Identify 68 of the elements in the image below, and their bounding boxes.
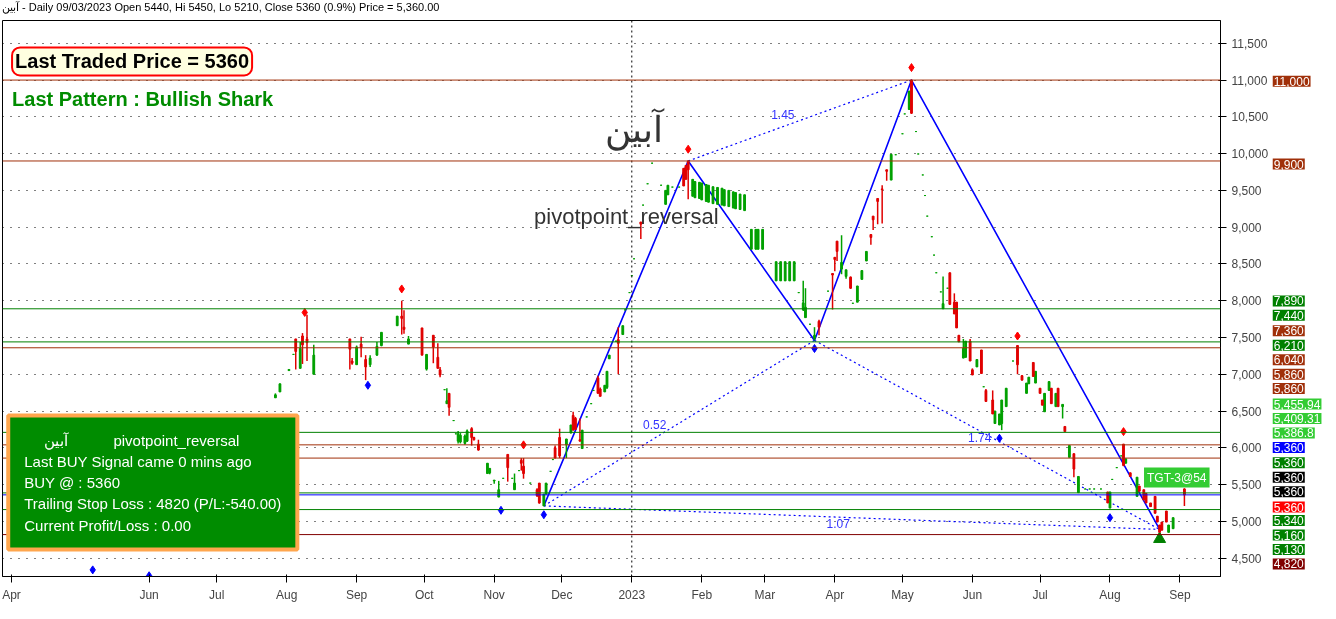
text: 7,890 [1273, 294, 1305, 309]
y-tick-label: 9,500 [1231, 183, 1262, 198]
y-tick-label: 8,000 [1231, 294, 1262, 309]
y-tick-label: 11,500 [1231, 36, 1268, 51]
y-tick-label: 9,000 [1231, 220, 1262, 235]
y-tick-label: 7,500 [1231, 330, 1262, 345]
annotation: Trailing Stop Loss : 4820 (P/L:-540.00) [24, 495, 282, 513]
y-tick-label: 6,000 [1231, 441, 1262, 456]
x-tick-label: Jun [962, 587, 983, 602]
x-tick-label: Aug [276, 587, 298, 602]
x-tick-label: Apr [2, 587, 21, 602]
text: 5,360 [1273, 485, 1305, 500]
annotation: BUY @ : 5360 [24, 474, 121, 492]
x-tick-label: Oct [414, 587, 435, 602]
text: 5,386.8 [1273, 426, 1315, 441]
annotation: آبین [43, 431, 69, 450]
chart-title: آبین - Daily 09/03/2023 Open 5440, Hi 5450, Lo 5210, Close 5360 (0.9%) Price = 5,360.00 [2, 0, 440, 16]
y-tick-label: 10,000 [1231, 147, 1269, 162]
y-tick-label: 11,000 [1231, 73, 1268, 88]
y-tick-label: 7,000 [1231, 367, 1262, 382]
annotation: 0.52 [643, 418, 667, 433]
text: 5,409.31 [1273, 411, 1321, 426]
y-tick-label: 5,000 [1231, 514, 1262, 529]
x-tick-label: Aug [1099, 587, 1121, 602]
x-tick-label: Jul [209, 587, 225, 602]
y-tick-label: 6,500 [1231, 404, 1262, 419]
annotation: 1.74 [968, 430, 992, 445]
x-tick-label: Jun [139, 587, 159, 602]
x-tick-label: Feb [691, 587, 713, 602]
text: 5,340 [1273, 514, 1305, 529]
x-tick-label: May [891, 587, 914, 602]
annotation: pivotpoint_reversal [113, 431, 240, 449]
text: 6,040 [1273, 353, 1305, 368]
text: 6,210 [1273, 338, 1305, 353]
y-tick-label: 10,500 [1231, 110, 1269, 125]
x-tick-label: Nov [483, 587, 505, 602]
annotation: Last Traded Price = 5360 [15, 50, 250, 73]
annotation: 1.45 [771, 108, 795, 123]
y-tick-label: 4,500 [1231, 551, 1262, 566]
text: 5,360 [1273, 440, 1305, 455]
text: 5,360 [1273, 456, 1305, 471]
x-tick-label: Sep [1169, 587, 1191, 602]
annotation: آبین [604, 108, 665, 152]
text: 5,860 [1273, 367, 1305, 382]
text: 5,360 [1273, 500, 1305, 515]
text: 5,360 [1273, 470, 1305, 485]
annotation: Last Pattern : Bullish Shark [12, 87, 275, 110]
text: 7,440 [1273, 308, 1305, 323]
text: 11,000 [1273, 74, 1310, 89]
text: 5,160 [1273, 528, 1305, 543]
y-tick-label: 5,500 [1231, 478, 1262, 493]
annotation: 1.07 [826, 516, 851, 531]
x-tick-label: Dec [551, 587, 573, 602]
x-tick-label: Sep [345, 587, 368, 602]
x-tick-label: Jul [1032, 587, 1048, 602]
text: 5,455.94 [1273, 397, 1321, 412]
text: 9,900 [1273, 157, 1305, 172]
text: 7,360 [1273, 324, 1305, 339]
text: 5,130 [1273, 543, 1305, 558]
y-tick-label: 8,500 [1231, 257, 1262, 272]
x-tick-label: Mar [754, 587, 776, 602]
annotation: Current Profit/Loss : 0.00 [24, 516, 191, 534]
annotation: TGT-3@54 [1147, 470, 1207, 485]
x-tick-label: 2023 [618, 587, 646, 602]
annotation: Last BUY Signal came 0 mins ago [24, 452, 252, 470]
text: 4,820 [1273, 557, 1305, 572]
text: 5,860 [1273, 382, 1305, 397]
x-tick-label: Apr [825, 587, 845, 602]
